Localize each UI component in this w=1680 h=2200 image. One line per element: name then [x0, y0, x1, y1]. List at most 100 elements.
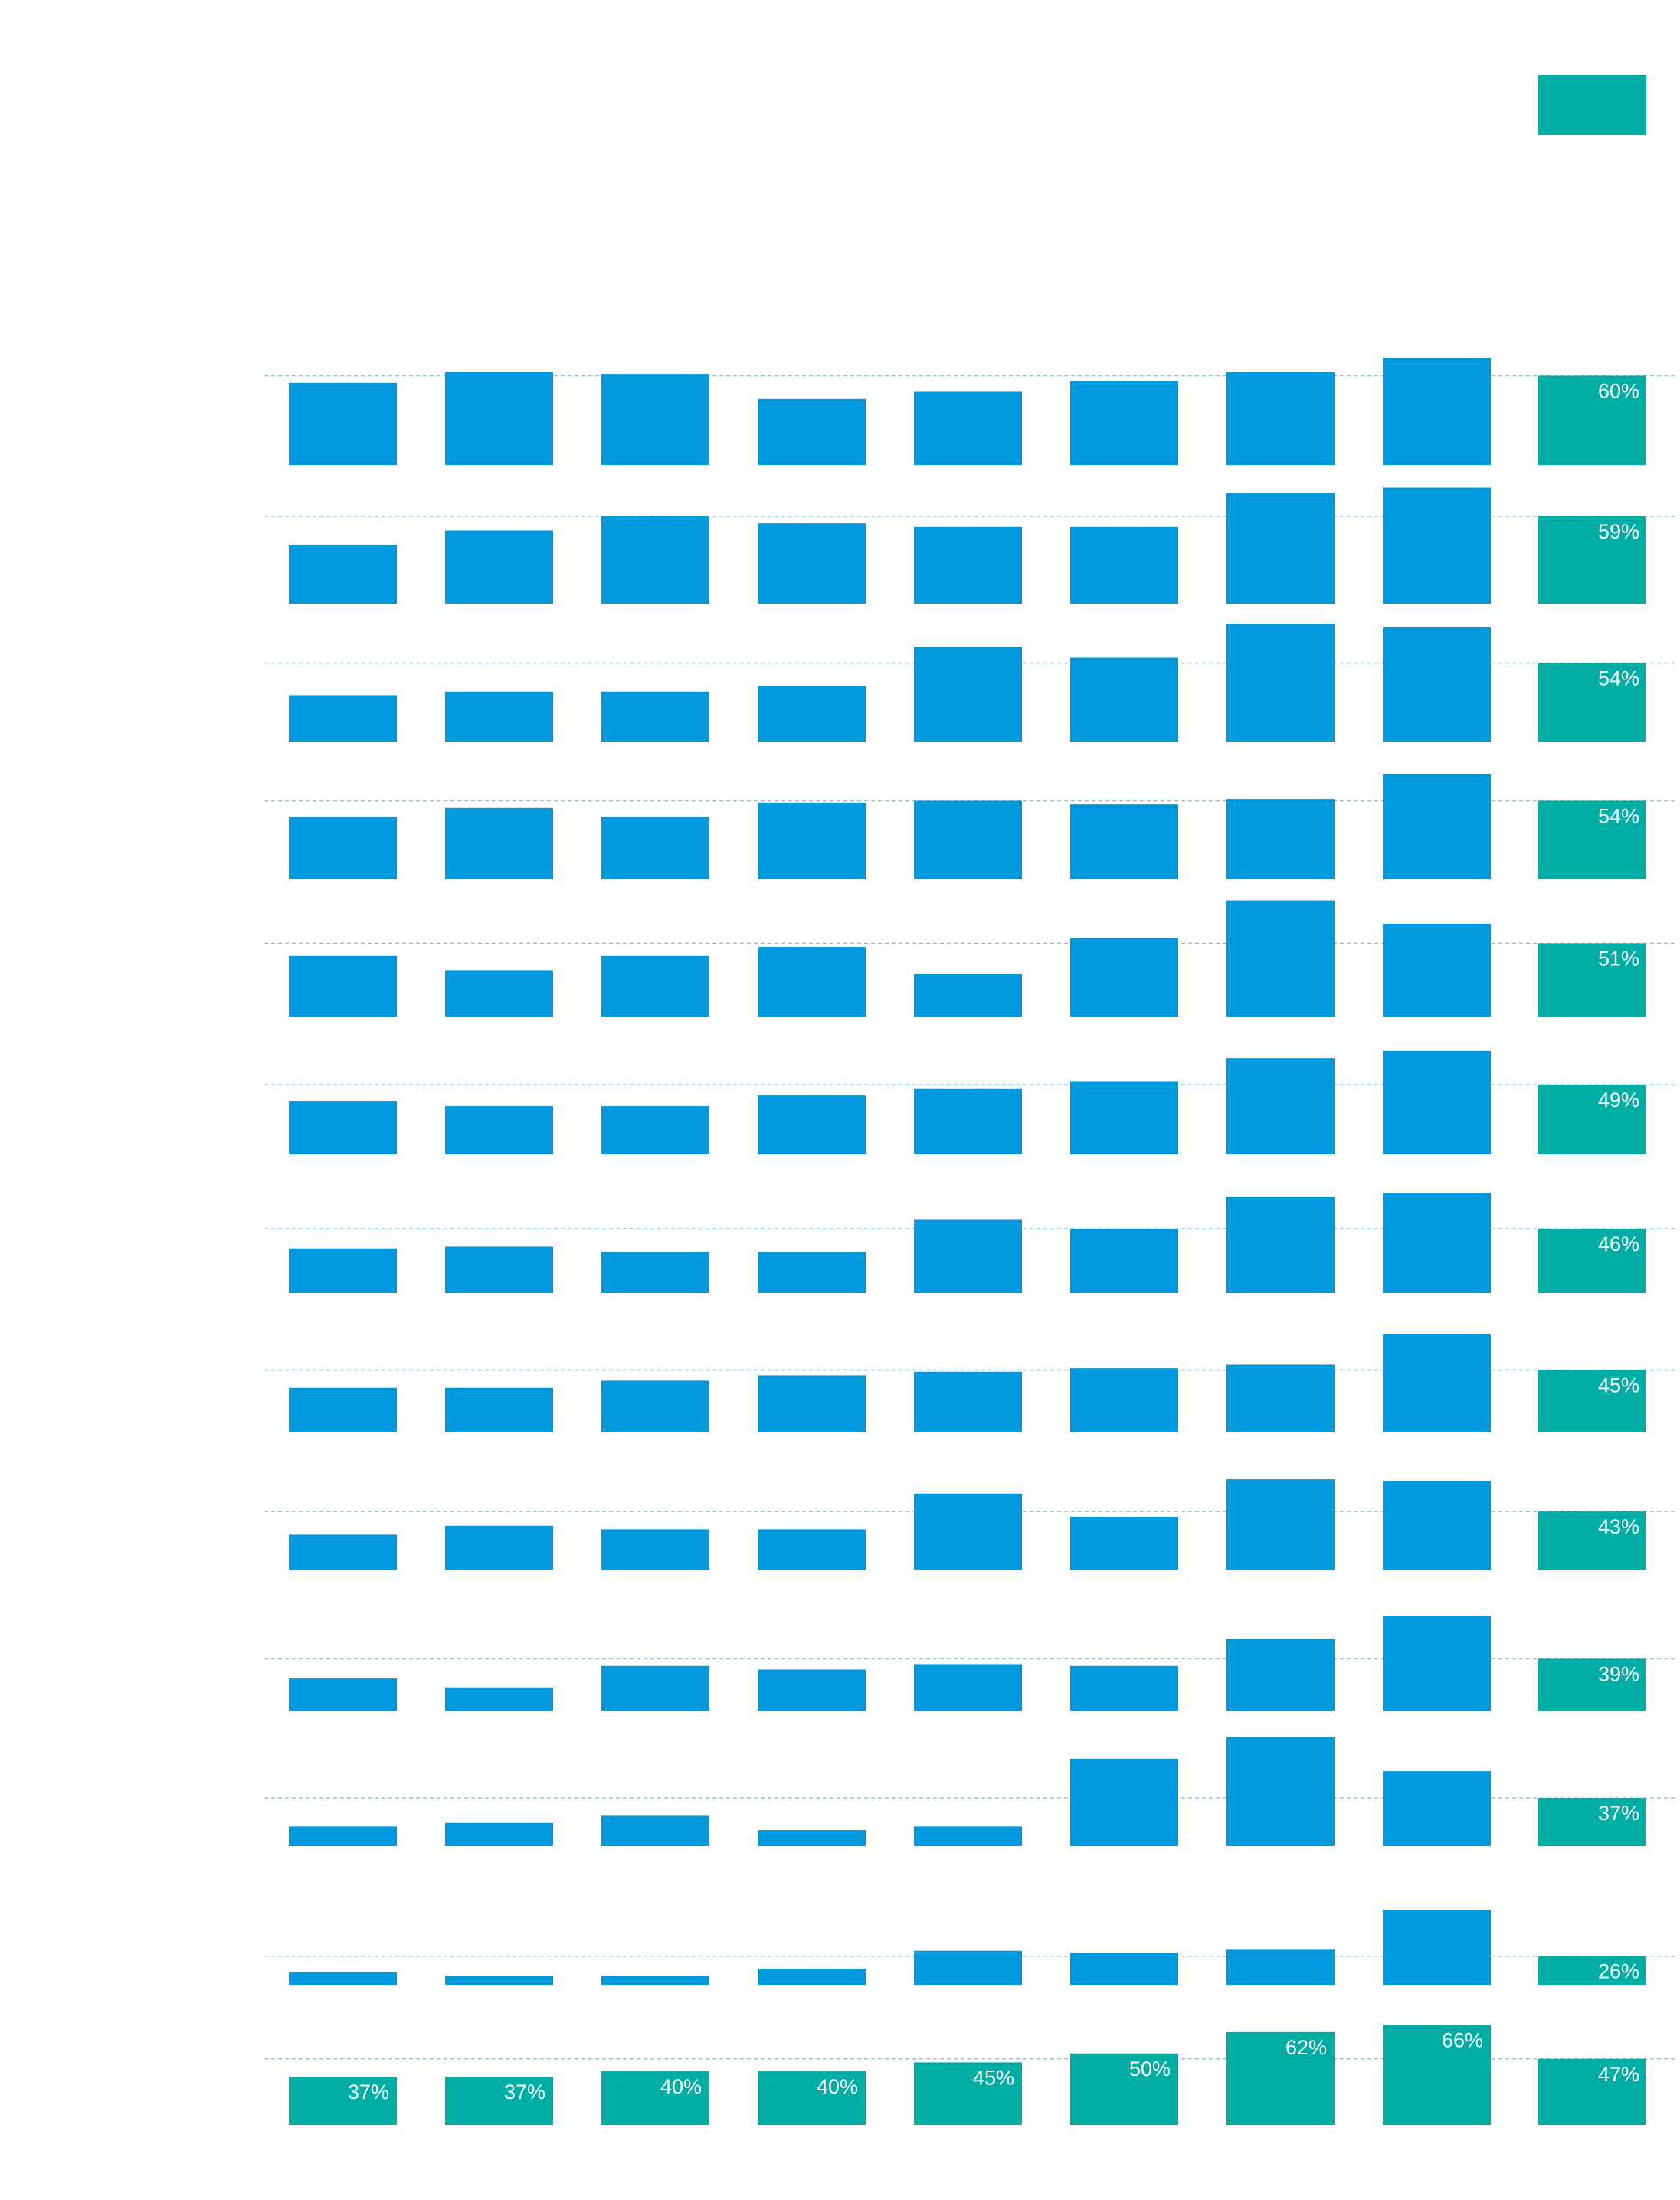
bar-r5-c7 [1226, 900, 1335, 1017]
bar-r9-c5 [914, 1493, 1022, 1570]
bar-r11-c4 [758, 1830, 866, 1846]
row-average-bar-9 [1538, 1511, 1646, 1570]
bar-r7-c3 [601, 1252, 709, 1293]
column-average-bar-7 [1226, 2031, 1335, 2125]
bar-r12-c3 [601, 1976, 709, 1985]
bar-r8-c5 [914, 1371, 1022, 1432]
bar-r9-c4 [758, 1529, 866, 1570]
bar-r3-c3 [601, 691, 709, 742]
row-average-label-6: 49% [1598, 1089, 1639, 1111]
column-average-label-4: 40% [817, 2075, 858, 2098]
bar-r11-c1 [289, 1826, 397, 1846]
column-average-label-3: 40% [660, 2075, 702, 2098]
bar-r4-c5 [914, 800, 1022, 879]
bar-r4-c7 [1226, 799, 1335, 879]
bar-r12-c7 [1226, 1949, 1335, 1985]
bar-r1-c8 [1383, 358, 1491, 465]
row-average-label-3: 54% [1598, 666, 1639, 689]
bar-r1-c4 [758, 398, 866, 465]
row-average-bar-7 [1538, 1229, 1646, 1293]
bar-r8-c8 [1383, 1334, 1491, 1432]
column-average-bar-8 [1383, 2025, 1491, 2125]
row-average-bar-10 [1538, 1658, 1646, 1711]
bar-r12-c5 [914, 1950, 1022, 1985]
bar-r5-c3 [601, 955, 709, 1017]
row-average-bar-1 [1538, 375, 1646, 465]
bar-r6-c5 [914, 1088, 1022, 1154]
bar-r11-c3 [601, 1815, 709, 1846]
bar-r7-c1 [289, 1248, 397, 1293]
bar-r3-c8 [1383, 627, 1491, 742]
bar-r10-c8 [1383, 1616, 1491, 1711]
bar-r10-c2 [445, 1687, 553, 1711]
row-average-bar-11 [1538, 1798, 1646, 1846]
bar-r1-c6 [1070, 381, 1178, 465]
bar-r5-c6 [1070, 938, 1178, 1017]
overall-average-bar [1538, 2058, 1646, 2125]
bar-r2-c7 [1226, 493, 1335, 604]
bar-r2-c4 [758, 523, 866, 604]
row-average-label-7: 46% [1598, 1233, 1639, 1256]
bar-r12-c1 [289, 1972, 397, 1985]
row-average-label-9: 43% [1598, 1515, 1639, 1538]
row-average-bar-6 [1538, 1085, 1646, 1154]
bar-r10-c6 [1070, 1665, 1178, 1711]
bar-r2-c2 [445, 530, 553, 604]
row-average-bar-4 [1538, 800, 1646, 879]
bar-r11-c2 [445, 1822, 553, 1846]
bar-r4-c4 [758, 802, 866, 879]
row-average-label-2: 59% [1598, 520, 1639, 543]
bar-r8-c7 [1226, 1364, 1335, 1432]
bar-r5-c4 [758, 947, 866, 1017]
bar-r3-c1 [289, 695, 397, 742]
bar-r9-c3 [601, 1529, 709, 1570]
bar-r4-c8 [1383, 774, 1491, 879]
column-average-bar-1 [289, 2077, 397, 2125]
bar-r7-c6 [1070, 1229, 1178, 1293]
bar-r5-c2 [445, 970, 553, 1017]
bar-r1-c5 [914, 391, 1022, 465]
bar-r9-c1 [289, 1534, 397, 1570]
column-average-bar-6 [1070, 2053, 1178, 2125]
column-average-label-7: 62% [1285, 2036, 1327, 2059]
bar-r10-c5 [914, 1664, 1022, 1711]
bar-r11-c7 [1226, 1737, 1335, 1846]
row-average-label-11: 37% [1598, 1802, 1639, 1825]
row-average-bar-3 [1538, 663, 1646, 742]
row-average-label-8: 45% [1598, 1373, 1639, 1396]
bar-r10-c7 [1226, 1639, 1335, 1711]
bar-r8-c6 [1070, 1368, 1178, 1432]
bar-r5-c5 [914, 974, 1022, 1017]
bar-r7-c2 [445, 1246, 553, 1293]
row-average-bar-8 [1538, 1370, 1646, 1432]
bar-r12-c6 [1070, 1953, 1178, 1985]
bar-r3-c2 [445, 691, 553, 742]
row-average-label-10: 39% [1598, 1662, 1639, 1685]
bar-r6-c7 [1226, 1058, 1335, 1154]
bar-r2-c6 [1070, 526, 1178, 604]
bar-r6-c6 [1070, 1081, 1178, 1154]
bar-r9-c7 [1226, 1479, 1335, 1570]
column-average-label-1: 37% [348, 2081, 389, 2103]
bar-r2-c3 [601, 516, 709, 604]
bar-r10-c1 [289, 1678, 397, 1711]
bar-r11-c8 [1383, 1771, 1491, 1846]
bar-r3-c7 [1226, 624, 1335, 742]
bar-r10-c3 [601, 1665, 709, 1711]
column-average-label-5: 45% [973, 2066, 1014, 2089]
bar-r8-c1 [289, 1387, 397, 1432]
bar-r12-c2 [445, 1976, 553, 1985]
bar-r12-c4 [758, 1969, 866, 1985]
bar-r10-c4 [758, 1669, 866, 1711]
row-average-label-12: 26% [1598, 1960, 1639, 1983]
row-average-bar-5 [1538, 943, 1646, 1017]
bar-r5-c1 [289, 955, 397, 1017]
column-average-label-2: 37% [504, 2081, 545, 2103]
bars [289, 358, 1646, 2125]
bar-r9-c6 [1070, 1517, 1178, 1570]
row-average-label-5: 51% [1598, 947, 1639, 970]
bar-r4-c2 [445, 807, 553, 879]
overall-average-label: 47% [1598, 2063, 1639, 2086]
bar-r1-c1 [289, 382, 397, 465]
